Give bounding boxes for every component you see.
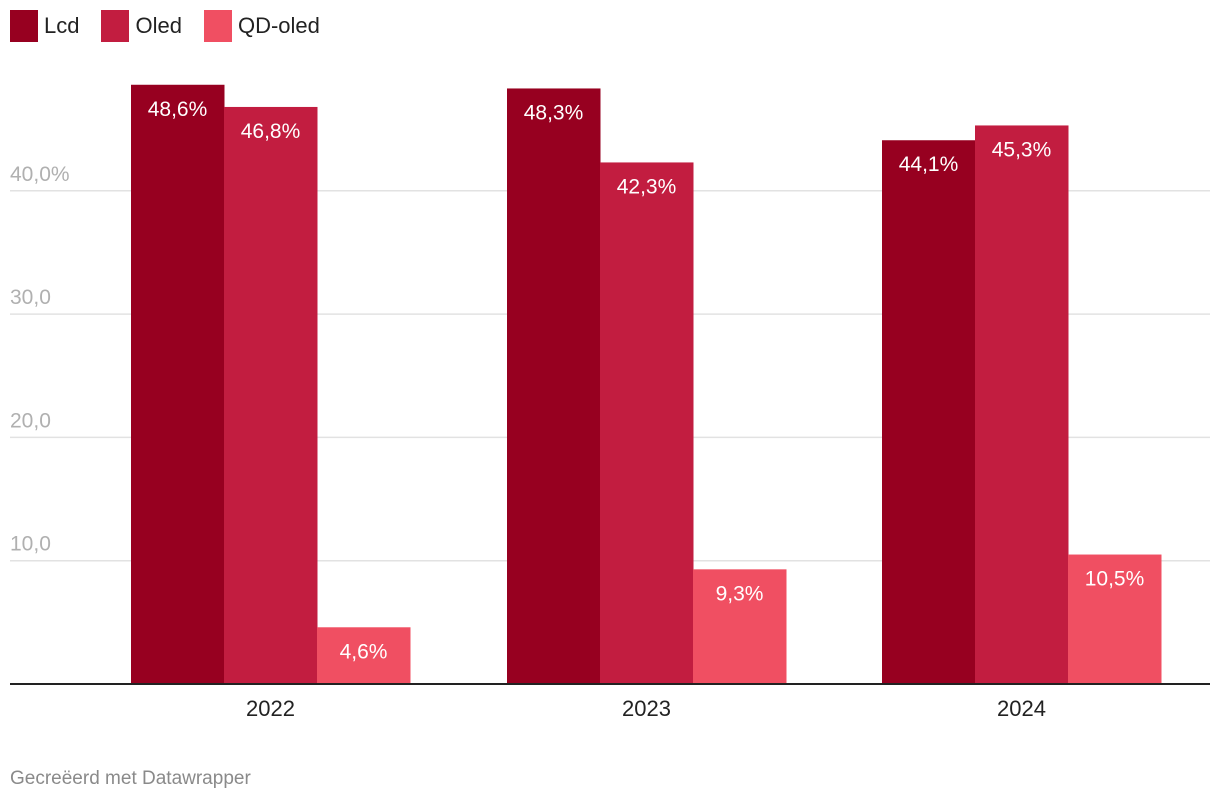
legend-label-oled: Oled	[135, 13, 182, 38]
y-tick-label: 30,0	[10, 286, 51, 309]
bar	[693, 569, 787, 684]
x-tick-label: 2024	[997, 696, 1046, 721]
legend-label-lcd: Lcd	[44, 13, 80, 38]
legend-item-lcd: Lcd	[10, 10, 79, 42]
data-label: 48,6%	[148, 98, 208, 121]
x-tick-label: 2023	[622, 696, 671, 721]
data-label: 45,3%	[992, 138, 1052, 161]
data-label: 42,3%	[617, 175, 677, 198]
data-label: 48,3%	[524, 101, 584, 124]
legend-swatch-lcd	[10, 10, 38, 42]
x-tick-label: 2022	[246, 696, 295, 721]
bar	[507, 88, 601, 684]
legend: Lcd Oled QD-oled	[10, 10, 320, 42]
bar	[882, 140, 976, 684]
y-tick-label: 20,0	[10, 409, 51, 432]
legend-swatch-oled	[101, 10, 130, 42]
bar	[1068, 554, 1162, 684]
footer-credit: Gecreëerd met Datawrapper	[10, 768, 251, 789]
legend-item-oled: Oled	[101, 10, 182, 42]
data-label: 4,6%	[340, 640, 388, 663]
data-label: 46,8%	[241, 120, 301, 143]
legend-swatch-qd-oled	[203, 10, 232, 42]
bar-chart: 10,0 20,0 30,0 40,0% 48,6% 46,8% 4,6% 2022 48,3%…	[10, 84, 1210, 721]
legend-label-qd-oled: QD-oled	[237, 13, 320, 38]
bar	[317, 627, 411, 684]
legend-item-qd-oled: QD-oled	[203, 10, 320, 42]
bar	[600, 162, 694, 685]
bar	[131, 84, 225, 684]
data-label: 10,5%	[1085, 568, 1145, 591]
bar	[224, 106, 318, 685]
y-tick-label: 10,0	[10, 533, 51, 556]
bar	[975, 125, 1069, 685]
y-tick-label: 40,0%	[10, 163, 70, 186]
data-label: 44,1%	[899, 153, 959, 176]
data-label: 9,3%	[716, 582, 764, 605]
